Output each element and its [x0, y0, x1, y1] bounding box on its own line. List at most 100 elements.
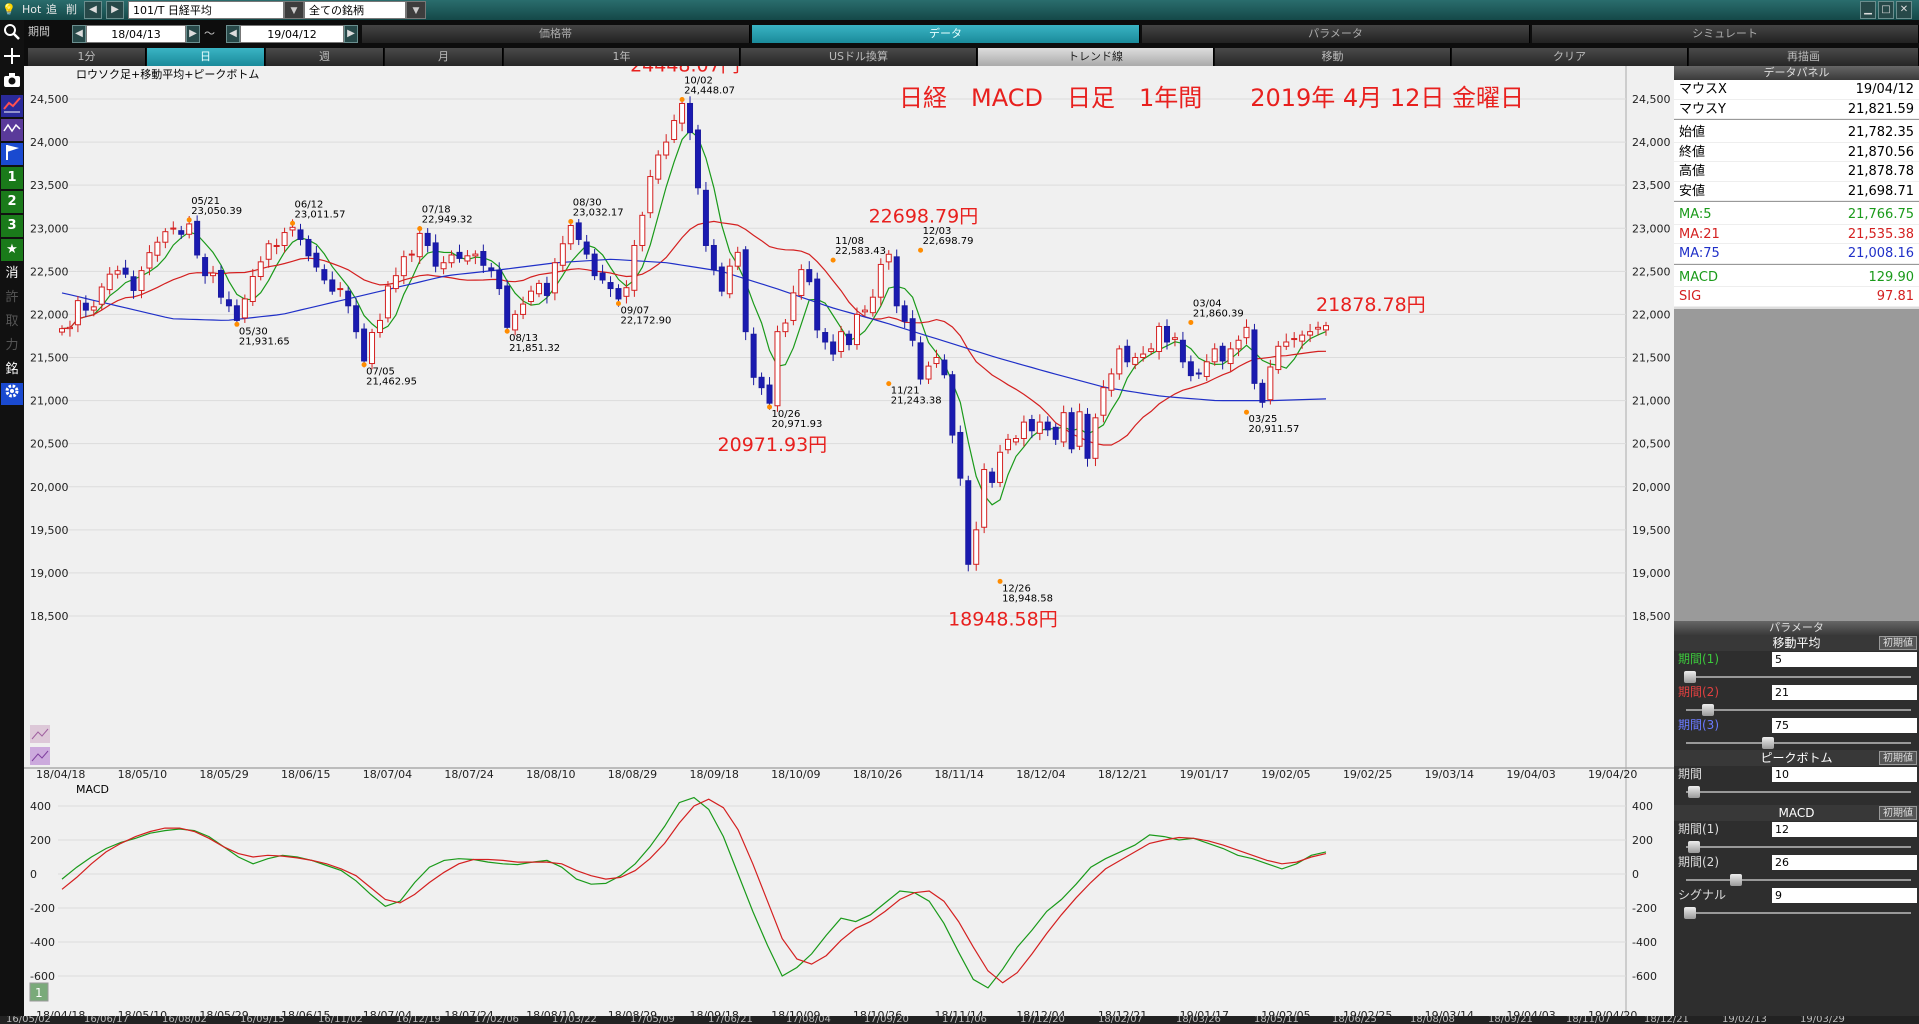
take-button[interactable]: 取	[5, 314, 19, 329]
candle-body	[679, 102, 686, 124]
param-ma-period2-slider[interactable]	[1674, 703, 1919, 717]
prev-symbol-icon[interactable]: ◀	[84, 1, 102, 19]
macd-view-icon[interactable]: 1	[29, 982, 49, 1002]
symbol-input[interactable]: 101/T 日経平均	[128, 1, 284, 19]
line-chart-icon[interactable]	[1, 95, 23, 117]
usd-convert-button[interactable]: USドル換算	[741, 48, 977, 66]
ma21-value: 21,535.38	[1847, 226, 1914, 242]
slot-1-button[interactable]: 1	[1, 167, 23, 189]
candle-body	[623, 287, 630, 297]
bottom-timeline[interactable]: 16/05/02 16/06/17 16/08/02 16/09/15 16/11/02…	[0, 1016, 1919, 1024]
param-macd-signal-slider[interactable]	[1674, 906, 1919, 920]
tab-monthly[interactable]: 月	[385, 48, 503, 66]
param-macd-period2-input[interactable]: 26	[1772, 854, 1917, 870]
trendline-button[interactable]: トレンド線	[978, 48, 1214, 66]
param-ma-period2-input[interactable]: 21	[1772, 684, 1917, 700]
candle-body	[567, 224, 574, 245]
redraw-button[interactable]: 再描画	[1689, 48, 1919, 66]
crosshair-icon[interactable]	[1, 47, 23, 69]
hot-button[interactable]: Hot	[22, 3, 42, 16]
tab-1year[interactable]: 1年	[504, 48, 740, 66]
close-icon[interactable]: ✕	[1896, 1, 1912, 19]
param-macd-signal-input[interactable]: 9	[1772, 887, 1917, 903]
param-peak-reset-button[interactable]: 初期値	[1879, 750, 1917, 765]
universe-dropdown-icon[interactable]: ▼	[406, 1, 426, 19]
param-peak-period-slider[interactable]	[1674, 785, 1919, 799]
add-button[interactable]: 追	[46, 3, 57, 16]
param-ma-reset-button[interactable]: 初期値	[1879, 635, 1917, 650]
erase-button[interactable]: 消	[5, 266, 19, 281]
tab-simulate[interactable]: シミュレート	[1532, 25, 1919, 43]
candle-body	[1259, 382, 1266, 403]
candle-body	[233, 305, 240, 321]
slot-3-button[interactable]: 3	[1, 215, 23, 237]
param-peak-period-input[interactable]: 10	[1772, 766, 1917, 782]
search-icon[interactable]	[1, 23, 23, 45]
macd-y-tick-left: -200	[30, 902, 55, 915]
param-ma-period1-slider[interactable]	[1674, 670, 1919, 684]
candle-body	[631, 244, 638, 291]
power-button[interactable]: 力	[5, 338, 19, 353]
indicator-icon[interactable]	[1, 119, 23, 141]
clear-button[interactable]: クリア	[1452, 48, 1688, 66]
tab-weekly[interactable]: 週	[266, 48, 384, 66]
timeline-date: 17/03/22	[552, 1016, 597, 1024]
right-panel: データパネル マウスX 19/04/12 マウスY 21,821.59 始値 21,7…	[1674, 66, 1919, 1021]
date-from-next-icon[interactable]: ▶	[186, 25, 200, 43]
candle-body	[210, 272, 217, 277]
param-macd-period1-slider[interactable]	[1674, 840, 1919, 854]
delete-button[interactable]: 削	[66, 3, 77, 16]
candle-body	[1251, 329, 1258, 384]
date-to-input[interactable]: 19/04/12	[240, 25, 344, 43]
camera-icon[interactable]	[1, 71, 23, 93]
date-from-input[interactable]: 18/04/13	[86, 25, 186, 43]
peak-date: 05/21	[191, 196, 220, 207]
minimize-icon[interactable]: ▁	[1860, 1, 1876, 19]
gear-icon[interactable]	[1, 383, 23, 405]
panel-switch-icon[interactable]	[30, 725, 50, 765]
tab-daily[interactable]: 日	[147, 48, 265, 66]
candle-body	[1148, 348, 1155, 352]
mouse-y-row: マウスY 21,821.59	[1674, 99, 1919, 119]
peak-value: 21,462.95	[366, 377, 417, 388]
tab-1min[interactable]: 1分	[28, 48, 146, 66]
candle-body	[146, 252, 153, 269]
candle-body	[1315, 326, 1322, 330]
lightbulb-icon[interactable]: 💡	[2, 3, 16, 16]
next-symbol-icon[interactable]: ▶	[106, 1, 124, 19]
tab-data[interactable]: データ	[752, 25, 1140, 43]
param-ma-period3-input[interactable]: 75	[1772, 717, 1917, 733]
move-button[interactable]: 移動	[1215, 48, 1451, 66]
param-macd-reset-button[interactable]: 初期値	[1879, 805, 1917, 820]
param-ma-period1-input[interactable]: 5	[1772, 651, 1917, 667]
date-to-prev-icon[interactable]: ◀	[226, 25, 240, 43]
peak-date: 12/26	[1002, 583, 1031, 594]
ma75-line	[61, 258, 1327, 402]
favorite-star-icon[interactable]: ★	[1, 239, 23, 261]
stock-button[interactable]: 銘	[5, 362, 19, 377]
flag-icon[interactable]	[1, 143, 23, 165]
maximize-icon[interactable]: □	[1878, 1, 1894, 19]
date-tilde: ～	[204, 27, 215, 40]
param-macd-period2-slider[interactable]	[1674, 873, 1919, 887]
universe-select[interactable]: 全ての銘柄	[304, 1, 406, 19]
peak-date: 08/30	[573, 197, 602, 208]
mouse-x-value: 19/04/12	[1855, 82, 1914, 97]
symbol-dropdown-icon[interactable]: ▼	[284, 1, 304, 19]
tab-price-band[interactable]: 価格帯	[362, 25, 750, 43]
macd-row: MACD 129.90	[1674, 267, 1919, 287]
candle-body	[337, 288, 344, 291]
slot-2-button[interactable]: 2	[1, 191, 23, 213]
permit-button[interactable]: 許	[5, 290, 19, 305]
price-y-tick-right: 18,500	[1632, 610, 1671, 623]
peak-marker	[918, 247, 924, 253]
chart-area[interactable]: 05/21 23,050.39 05/30 21,931.65 06/12 23,011.…	[24, 54, 1674, 1022]
price-x-tick: 19/03/14	[1425, 768, 1474, 781]
date-to-next-icon[interactable]: ▶	[344, 25, 358, 43]
param-macd-signal-label: シグナル	[1678, 887, 1727, 902]
param-ma-period3-slider[interactable]	[1674, 736, 1919, 750]
date-from-prev-icon[interactable]: ◀	[72, 25, 86, 43]
param-macd-period1-input[interactable]: 12	[1772, 821, 1917, 837]
tab-parameters[interactable]: パラメータ	[1142, 25, 1530, 43]
